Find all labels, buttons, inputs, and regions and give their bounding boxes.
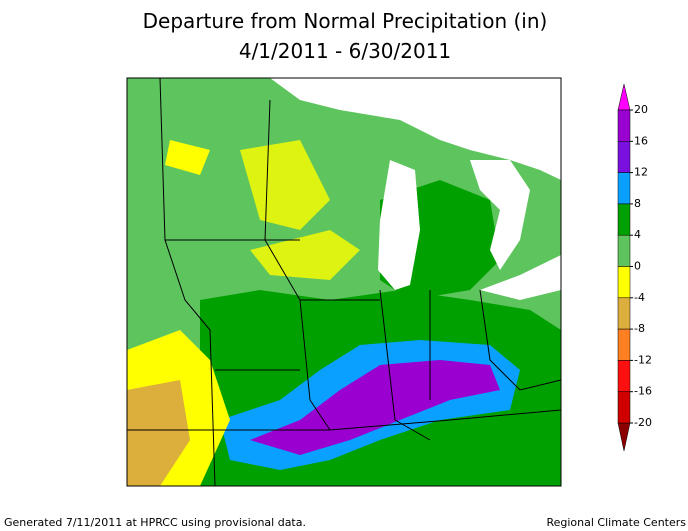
legend-band — [617, 172, 631, 205]
legend-band — [617, 203, 631, 236]
extreme-wet-area — [250, 360, 500, 455]
legend: 20 16 12 8 4 0 -4 -8 -12 -16 -20 — [617, 83, 652, 452]
legend-tick-label: -16 — [634, 385, 652, 398]
map-frame — [126, 77, 562, 487]
legend-tick-label: 8 — [634, 197, 641, 210]
lake-superior-canada — [270, 78, 561, 180]
legend-band — [617, 141, 631, 173]
legend-tick-label: -4 — [634, 291, 645, 304]
legend-triangle — [617, 422, 631, 452]
legend-tick-label: 16 — [634, 134, 648, 147]
dry-area — [240, 140, 330, 230]
subtitle: 4/1/2011 - 6/30/2011 — [239, 39, 451, 63]
lake-huron — [470, 160, 530, 270]
legend-band — [617, 266, 631, 299]
dry-area — [250, 230, 360, 280]
legend-tick-label: 20 — [634, 103, 648, 116]
legend-band — [617, 297, 631, 330]
legend-band — [617, 360, 631, 392]
map — [126, 77, 562, 487]
legend-band — [617, 234, 631, 267]
legend-band — [617, 109, 631, 142]
lake-erie — [480, 255, 561, 300]
legend-tick-label: 4 — [634, 228, 641, 241]
footer-left: Generated 7/11/2011 at HPRCC using provi… — [4, 516, 306, 529]
legend-tick-label: 12 — [634, 166, 648, 179]
legend-triangle — [617, 83, 631, 111]
lake-michigan — [378, 160, 420, 290]
title: Departure from Normal Precipitation (in) — [143, 9, 548, 33]
legend-band — [617, 391, 631, 424]
legend-tick-label: -8 — [634, 322, 645, 335]
dry-area — [165, 140, 210, 175]
legend-tick-label: -12 — [634, 353, 652, 366]
footer-right: Regional Climate Centers — [546, 516, 686, 529]
very-dry-area — [127, 380, 190, 486]
state-borders — [127, 77, 562, 487]
legend-tick-label: 0 — [634, 260, 641, 273]
legend-tick-label: -20 — [634, 416, 652, 429]
legend-band — [617, 328, 631, 361]
